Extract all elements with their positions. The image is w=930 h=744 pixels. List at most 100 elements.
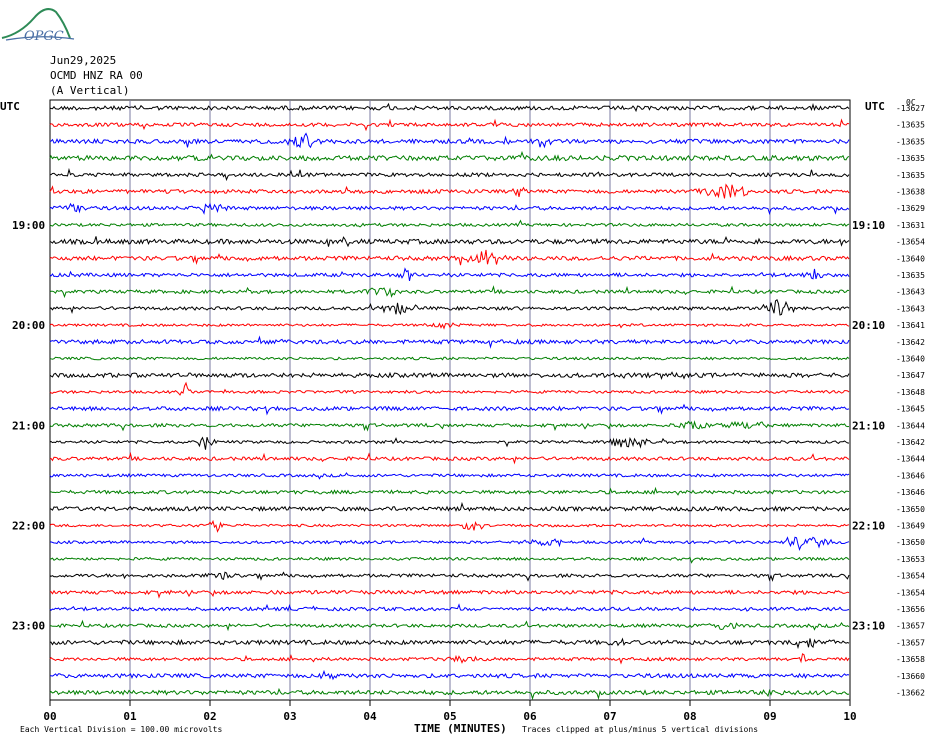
trace-line <box>49 436 850 450</box>
trace-line <box>50 403 850 416</box>
trace-value-label: -13653 <box>896 555 925 564</box>
x-tick-label: 05 <box>443 710 456 723</box>
trace-line <box>49 118 850 132</box>
trace-line <box>49 501 850 512</box>
trace-value-label: -13629 <box>896 204 925 213</box>
trace-line <box>49 335 850 349</box>
trace-value-label: -13647 <box>896 371 925 380</box>
station-label: OCMD HNZ RA 00 <box>50 69 143 82</box>
date-label: Jun29,2025 <box>50 54 117 67</box>
x-axis-title: TIME (MINUTES) <box>414 722 507 735</box>
trace-line <box>49 371 850 381</box>
hour-label-right: 19:10 <box>852 219 885 232</box>
x-tick-label: 06 <box>523 710 537 723</box>
trace-line <box>49 299 850 316</box>
trace-value-label: -13640 <box>896 254 925 263</box>
hour-label-left: 19:00 <box>12 219 45 232</box>
trace-value-label: -13657 <box>896 622 925 631</box>
trace-value-label: -13635 <box>896 171 925 180</box>
trace-line <box>49 249 850 266</box>
corner-value: 0C <box>906 98 916 107</box>
x-tick-label: 02 <box>203 710 216 723</box>
trace-line <box>49 451 850 465</box>
trace-line <box>49 202 850 215</box>
trace-value-label: -13643 <box>896 304 925 313</box>
trace-line <box>49 536 850 552</box>
trace-value-label: -13645 <box>896 405 925 414</box>
trace-value-label: -13635 <box>896 121 925 130</box>
utc-label-left: UTC <box>0 100 20 113</box>
trace-line <box>49 603 850 612</box>
trace-line <box>49 381 850 396</box>
trace-value-label: -13660 <box>896 672 925 681</box>
footer-clipping-note: Traces clipped at plus/minus 5 vertical … <box>522 725 759 734</box>
trace-line <box>49 619 850 632</box>
trace-value-label: -13654 <box>896 238 925 247</box>
hour-label-right: 22:10 <box>852 520 885 533</box>
trace-line <box>49 219 850 228</box>
hour-label-left: 23:00 <box>12 620 45 633</box>
trace-line <box>49 637 850 650</box>
trace-line <box>49 472 850 480</box>
opgc-logo: OPGC <box>1 8 75 44</box>
trace-line <box>49 167 850 182</box>
trace-value-label: -13657 <box>896 638 925 647</box>
trace-value-label: -13641 <box>896 321 925 330</box>
logo-swoosh <box>5 36 75 41</box>
x-tick-label: 08 <box>683 710 696 723</box>
x-tick-label: 09 <box>763 710 776 723</box>
footer-division-note: Each Vertical Division = 100.00 microvol… <box>20 725 223 734</box>
trace-value-label: -13646 <box>896 471 925 480</box>
trace-value-label: -13654 <box>896 588 925 597</box>
trace-line <box>49 571 850 582</box>
trace-line <box>49 486 850 496</box>
trace-value-label: -13635 <box>896 137 925 146</box>
trace-value-label: -13631 <box>896 221 925 230</box>
hour-label-left: 21:00 <box>12 419 45 432</box>
trace-value-label: -13644 <box>896 421 925 430</box>
x-tick-label: 01 <box>123 710 137 723</box>
trace-line <box>49 183 850 199</box>
utc-label-right: UTC <box>865 100 885 113</box>
trace-value-label: -13649 <box>896 522 925 531</box>
x-tick-label: 07 <box>603 710 616 723</box>
trace-value-label: -13635 <box>896 271 925 280</box>
x-tick-label: 10 <box>843 710 856 723</box>
trace-value-label: -13642 <box>896 438 925 447</box>
axis-labels: 00 01 02 03 04 05 06 07 08 09 10 -13627 -13635 -13635… <box>12 104 925 723</box>
trace-value-label: -13662 <box>896 689 925 698</box>
component-label: (A Vertical) <box>50 84 130 97</box>
hour-label-left: 20:00 <box>12 319 45 332</box>
trace-line <box>49 653 850 665</box>
hour-label-right: 21:10 <box>852 419 885 432</box>
trace-value-label: -13635 <box>896 154 925 163</box>
trace-value-label: -13650 <box>896 505 925 514</box>
hour-label-left: 22:00 <box>12 520 45 533</box>
logo-text: OPGC <box>24 29 64 44</box>
trace-value-label: -13654 <box>896 572 925 581</box>
logo-mountain <box>1 8 71 39</box>
x-tick-label: 00 <box>43 710 56 723</box>
trace-line <box>49 267 850 282</box>
trace-value-label: -13642 <box>896 338 925 347</box>
trace-line <box>50 669 850 681</box>
trace-line <box>49 519 850 533</box>
trace-line <box>49 356 850 361</box>
trace-value-label: -13650 <box>896 538 925 547</box>
trace-line <box>49 589 850 599</box>
trace-line <box>49 556 850 564</box>
hour-label-right: 23:10 <box>852 620 885 633</box>
trace-value-label: -13638 <box>896 188 925 197</box>
trace-line <box>49 322 850 330</box>
trace-value-label: -13646 <box>896 488 925 497</box>
trace-line <box>49 420 850 432</box>
trace-value-label: -13640 <box>896 355 925 364</box>
trace-value-label: -13658 <box>896 655 925 664</box>
trace-line <box>49 687 850 701</box>
hour-label-right: 20:10 <box>852 319 885 332</box>
x-tick-label: 03 <box>283 710 296 723</box>
grid <box>49 99 851 706</box>
trace-line <box>49 132 850 149</box>
trace-value-label: -13644 <box>896 455 925 464</box>
